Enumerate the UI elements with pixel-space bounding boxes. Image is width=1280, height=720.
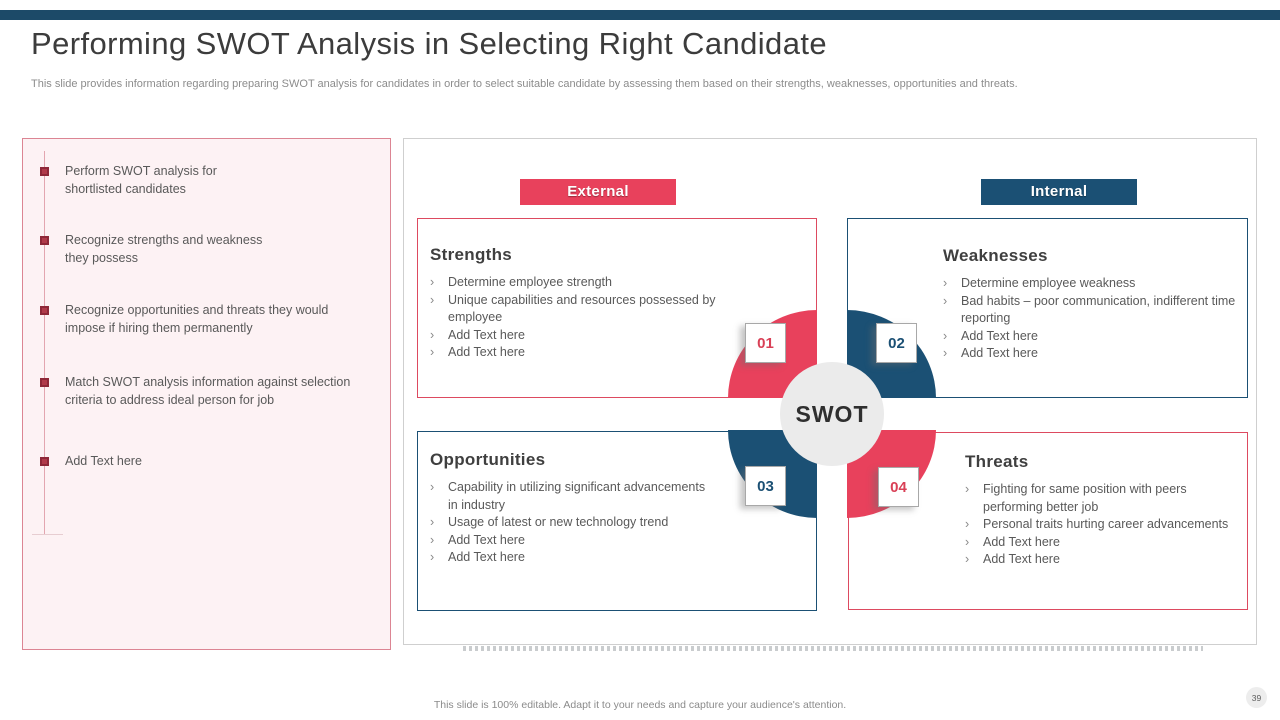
timeline-end-tick	[32, 534, 63, 535]
footer-note: This slide is 100% editable. Adapt it to…	[433, 699, 847, 711]
add-text-placeholder[interactable]: Add Text here	[448, 550, 525, 564]
chevron-bullet-icon: ›	[943, 328, 948, 343]
bullet-text: Bad habits – poor communication, indiffe…	[961, 293, 1236, 326]
top-accent-bar	[0, 10, 1280, 20]
square-bullet-icon	[40, 457, 49, 466]
slide-subtitle: This slide provides information regardin…	[31, 78, 1018, 90]
square-bullet-icon	[40, 167, 49, 176]
bullet-item: › Usage of latest or new technology trend	[430, 514, 806, 532]
bullet-item[interactable]: › Add Text here	[430, 344, 806, 362]
list-item[interactable]: Add Text here	[40, 452, 142, 470]
chevron-bullet-icon: ›	[430, 345, 435, 359]
add-text-placeholder[interactable]: Add Text here	[448, 327, 525, 342]
bullet-item: › Determine employee strength	[430, 274, 806, 292]
bullet-text: Determine employee strength	[448, 275, 612, 289]
number-badge-02: 02	[876, 323, 917, 363]
strengths-box: Strengths › Determine employee strength ›…	[417, 218, 817, 398]
square-bullet-icon	[40, 306, 49, 315]
opportunities-title: Opportunities	[430, 450, 546, 469]
bullet-item: › Bad habits – poor communication, indiff…	[943, 293, 1237, 328]
bullet-text: Usage of latest or new technology trend	[448, 515, 669, 529]
number-badge-03: 03	[745, 466, 786, 506]
bullet-item: › Personal traits hurting career advancem…	[965, 516, 1237, 534]
external-category-badge: External	[520, 179, 676, 205]
add-text-placeholder[interactable]: Add Text here	[448, 532, 525, 547]
bullet-item[interactable]: › Add Text here	[965, 551, 1237, 569]
bullet-text: Unique capabilities and resources posses…	[448, 292, 716, 325]
list-item-text: Perform SWOT analysis for shortlisted ca…	[65, 164, 217, 196]
timeline-line	[44, 151, 45, 534]
bullet-item: › Fighting for same position with peers p…	[965, 481, 1237, 516]
list-item: Perform SWOT analysis for shortlisted ca…	[40, 162, 245, 198]
add-text-placeholder[interactable]: Add Text here	[961, 346, 1038, 360]
list-item-text: Recognize opportunities and threats they…	[65, 303, 329, 335]
bullet-item[interactable]: › Add Text here	[943, 345, 1237, 363]
weaknesses-title: Weaknesses	[943, 246, 1048, 265]
swot-center-circle: SWOT	[780, 362, 884, 466]
chevron-bullet-icon: ›	[943, 346, 948, 360]
chevron-bullet-icon: ›	[965, 534, 970, 549]
chevron-bullet-icon: ›	[430, 515, 435, 529]
bullet-item: › Determine employee weakness	[943, 275, 1237, 293]
chevron-bullet-icon: ›	[430, 292, 435, 307]
square-bullet-icon	[40, 378, 49, 387]
bullet-text: Fighting for same position with peers pe…	[983, 482, 1187, 514]
list-item: Recognize opportunities and threats they…	[40, 301, 341, 337]
dotted-divider	[463, 646, 1203, 651]
chevron-bullet-icon: ›	[965, 517, 970, 531]
chevron-bullet-icon: ›	[965, 552, 970, 566]
chevron-bullet-icon: ›	[430, 550, 435, 564]
bullet-item[interactable]: › Add Text here	[943, 328, 1237, 346]
page-title: Performing SWOT Analysis in Selecting Ri…	[31, 26, 827, 61]
add-text-placeholder[interactable]: Add Text here	[65, 454, 142, 468]
list-item: Match SWOT analysis information against …	[40, 373, 356, 409]
bullet-item: › Unique capabilities and resources posse…	[430, 292, 806, 327]
key-points-panel: Perform SWOT analysis for shortlisted ca…	[22, 138, 391, 650]
bullet-text: Personal traits hurting career advanceme…	[983, 517, 1229, 531]
bullet-item: › Capability in utilizing significant adv…	[430, 479, 806, 514]
list-item: Recognize strengths and weakness they po…	[40, 231, 271, 267]
list-item-text: Match SWOT analysis information against …	[65, 375, 351, 407]
add-text-placeholder[interactable]: Add Text here	[983, 552, 1060, 566]
chevron-bullet-icon: ›	[943, 293, 948, 308]
square-bullet-icon	[40, 236, 49, 245]
bullet-text: Determine employee weakness	[961, 276, 1136, 290]
number-badge-01: 01	[745, 323, 786, 363]
threats-title: Threats	[965, 452, 1029, 471]
page-number-badge: 39	[1246, 687, 1267, 708]
list-item-text: Recognize strengths and weakness they po…	[65, 233, 263, 265]
bullet-item[interactable]: › Add Text here	[965, 534, 1237, 552]
chevron-bullet-icon: ›	[943, 276, 948, 290]
add-text-placeholder[interactable]: Add Text here	[448, 345, 525, 359]
bullet-item[interactable]: › Add Text here	[430, 549, 806, 567]
number-badge-04: 04	[878, 467, 919, 507]
bullet-item[interactable]: › Add Text here	[430, 532, 806, 550]
add-text-placeholder[interactable]: Add Text here	[961, 328, 1038, 343]
strengths-title: Strengths	[430, 245, 513, 264]
chevron-bullet-icon: ›	[965, 482, 970, 496]
internal-category-badge: Internal	[981, 179, 1137, 205]
bullet-text: Capability in utilizing significant adva…	[448, 480, 706, 512]
bullet-item[interactable]: › Add Text here	[430, 327, 806, 345]
chevron-bullet-icon: ›	[430, 532, 435, 547]
chevron-bullet-icon: ›	[430, 275, 435, 289]
chevron-bullet-icon: ›	[430, 480, 435, 494]
chevron-bullet-icon: ›	[430, 327, 435, 342]
add-text-placeholder[interactable]: Add Text here	[983, 534, 1060, 549]
